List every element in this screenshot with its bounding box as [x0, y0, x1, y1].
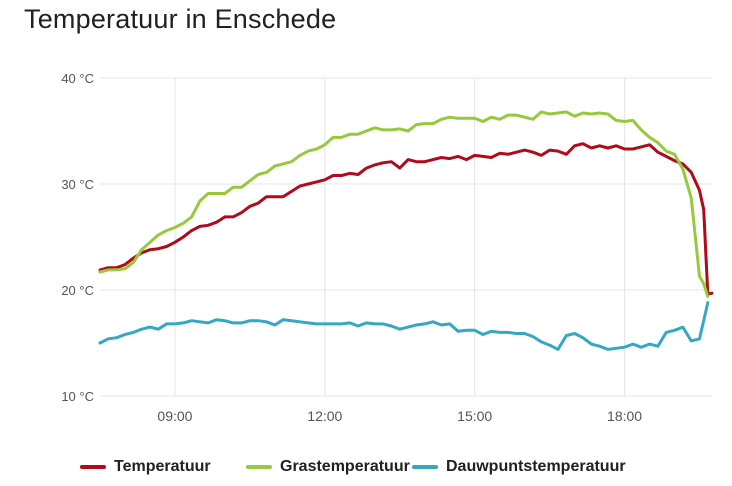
x-axis-ticks: 09:00 12:00 15:00 18:00: [157, 408, 642, 424]
line-chart[interactable]: 10 °C 20 °C 30 °C 40 °C 09:00 12:00 15:00 18:0…: [0, 0, 732, 450]
y-tick-label: 20 °C: [61, 283, 94, 298]
legend-swatch: [80, 465, 106, 469]
chart-legend: Temperatuur Grastemperatuur Dauwpuntstempe…: [0, 456, 732, 478]
legend-item-dauwpuntstemperatuur[interactable]: Dauwpuntstemperatuur: [412, 456, 626, 478]
legend-swatch: [246, 465, 272, 469]
y-tick-label: 40 °C: [61, 71, 94, 86]
series-line-dauwpuntstemperatuur[interactable]: [98, 301, 710, 351]
card-title: Temperatuur in Enschede: [24, 4, 337, 34]
x-tick-label: 09:00: [157, 408, 192, 424]
x-tick-label: 18:00: [607, 408, 642, 424]
x-tick-label: 12:00: [307, 408, 342, 424]
series-line-grastemperatuur[interactable]: [98, 110, 710, 298]
series-line-temperatuur[interactable]: [98, 142, 714, 296]
y-axis-ticks: 10 °C 20 °C 30 °C 40 °C: [61, 71, 94, 404]
series-lines[interactable]: [98, 110, 714, 351]
legend-swatch: [412, 465, 438, 469]
legend-label: Temperatuur: [114, 458, 211, 475]
legend-item-grastemperatuur[interactable]: Grastemperatuur: [246, 456, 410, 478]
y-tick-label: 30 °C: [61, 177, 94, 192]
x-tick-label: 15:00: [457, 408, 492, 424]
legend-item-temperatuur[interactable]: Temperatuur: [80, 456, 211, 478]
legend-label: Dauwpuntstemperatuur: [446, 458, 626, 475]
legend-label: Grastemperatuur: [280, 458, 410, 475]
y-tick-label: 10 °C: [61, 389, 94, 404]
grid-lines: [100, 77, 712, 397]
